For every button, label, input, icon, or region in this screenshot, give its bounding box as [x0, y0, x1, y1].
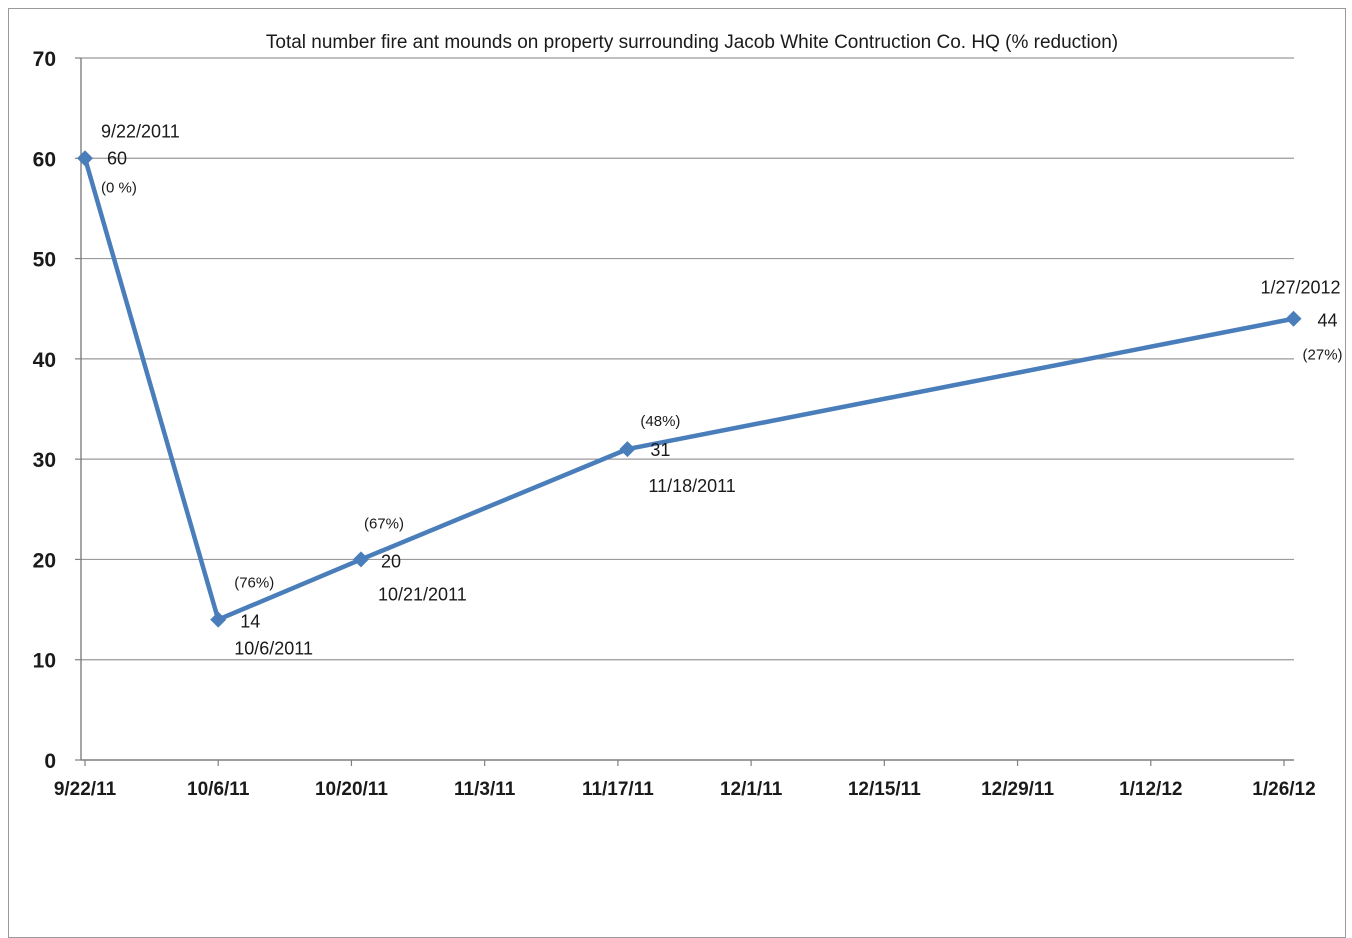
gridlines	[81, 57, 1294, 661]
x-tick-label-1: 10/6/11	[187, 779, 250, 800]
x-tick-label-8: 1/12/12	[1119, 779, 1182, 800]
data-label-date-4: 1/27/2012	[1260, 278, 1340, 298]
data-point-3	[619, 441, 636, 458]
x-tick-label-9: 1/26/12	[1252, 779, 1315, 800]
data-label-percent-4: (27%)	[1303, 347, 1343, 364]
y-tick-label-20: 20	[33, 549, 56, 572]
x-tick-label-4: 11/17/11	[582, 779, 654, 800]
y-axis-tick-labels: 0 10 20 30 40 50 60 70	[33, 48, 56, 773]
data-label-percent-1: (76%)	[234, 575, 274, 592]
axes	[75, 57, 1294, 766]
data-label-date-3: 11/18/2011	[648, 476, 735, 496]
chart-frame	[8, 8, 1346, 938]
data-label-percent-0: (0 %)	[101, 179, 137, 196]
data-label-value-2: 20	[381, 551, 401, 571]
x-tick-label-6: 12/15/11	[848, 779, 921, 800]
y-tick-label-40: 40	[33, 349, 56, 372]
data-label-percent-3: (48%)	[640, 413, 680, 430]
y-tick-label-0: 0	[44, 750, 56, 773]
y-tick-label-50: 50	[33, 249, 56, 272]
data-label-date-0: 9/22/2011	[101, 121, 180, 141]
y-tick-label-70: 70	[33, 48, 56, 71]
y-tick-label-60: 60	[33, 148, 56, 171]
chart-title: Total number fire ant mounds on property…	[266, 32, 1118, 53]
x-tick-label-7: 12/29/11	[981, 779, 1054, 800]
x-axis-tick-labels: 9/22/11 10/6/11 10/20/11 11/3/11 11/17/11 12/…	[54, 779, 1316, 800]
data-label-value-1: 14	[240, 612, 260, 632]
x-tick-label-0: 9/22/11	[54, 779, 117, 800]
data-point-2	[352, 551, 369, 568]
x-tick-label-5: 12/1/11	[720, 779, 783, 800]
data-label-date-2: 10/21/2011	[378, 584, 467, 604]
data-point-4	[1285, 310, 1302, 327]
data-point-0	[77, 150, 93, 167]
series-line	[82, 156, 1296, 622]
y-tick-label-10: 10	[33, 650, 56, 673]
series-polyline	[82, 156, 1296, 622]
data-label-date-1: 10/6/2011	[234, 639, 313, 659]
data-label-value-0: 60	[107, 148, 127, 168]
x-tick-label-2: 10/20/11	[315, 779, 388, 800]
data-markers	[77, 150, 1302, 628]
data-label-value-4: 44	[1318, 311, 1338, 331]
x-tick-label-3: 11/3/11	[454, 779, 516, 800]
y-tick-label-30: 30	[33, 449, 56, 472]
data-labels: 9/22/2011 60 (0 %) 10/6/2011 14 (76%) 10/21/20…	[101, 121, 1343, 658]
data-label-value-3: 31	[650, 440, 670, 460]
data-label-percent-2: (67%)	[364, 515, 404, 532]
data-point-1	[210, 611, 227, 628]
